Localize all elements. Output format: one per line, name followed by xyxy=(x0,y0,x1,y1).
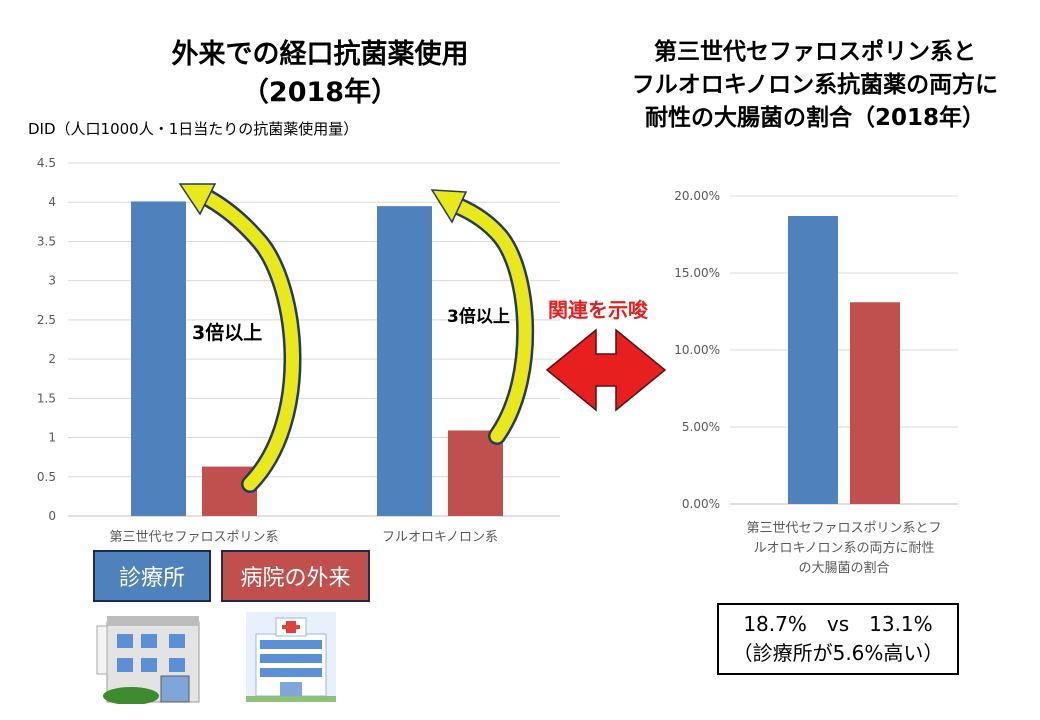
left-arrow-label: 3倍以上 xyxy=(192,322,263,344)
left-category-labels: 第三世代セファロスポリン系 フルオロキノロン系 xyxy=(109,530,498,545)
x-category-label: の大腸菌の割合 xyxy=(798,560,889,576)
x-category-label: フルオロキノロン系 xyxy=(382,530,498,545)
relation-label: 関連を示唆 xyxy=(548,298,648,322)
left-title-line2: （2018年） xyxy=(241,77,399,108)
y-tick-label: 2 xyxy=(48,352,56,366)
result-line2: （診療所が5.6%高い） xyxy=(732,641,944,665)
y-tick-label: 0.5 xyxy=(37,470,56,484)
y-tick-label: 10.00% xyxy=(674,343,720,357)
hospital-building-icon xyxy=(246,612,336,702)
y-tick-label: 15.00% xyxy=(674,266,720,280)
y-tick-label: 0 xyxy=(48,509,56,523)
x-category-label: 第三世代セファロスポリン系 xyxy=(109,530,278,545)
y-axis-unit-label: DID（人口1000人・1日当たりの抗菌薬使用量） xyxy=(28,120,359,138)
curved-arrow-icon xyxy=(178,183,302,493)
y-tick-label: 0.00% xyxy=(682,497,720,511)
bar-clinic xyxy=(131,201,186,516)
left-title-line1: 外来での経口抗菌薬使用 xyxy=(171,39,469,70)
left-bars xyxy=(131,201,503,516)
curved-arrow-icon xyxy=(430,189,535,445)
bar-clinic xyxy=(377,206,432,516)
y-tick-label: 3.5 xyxy=(37,234,56,248)
clinic-building-icon xyxy=(96,616,200,704)
y-tick-label: 1 xyxy=(48,431,56,445)
right-gridlines xyxy=(730,195,958,505)
legend-clinic: 診療所 xyxy=(93,550,211,602)
bar-hospital xyxy=(850,302,900,504)
result-line1: 18.7% vs 13.1% xyxy=(743,612,933,636)
right-title-line2: フルオロキノロン系抗菌薬の両方に xyxy=(631,72,999,98)
right-title-line3: 耐性の大腸菌の割合（2018年） xyxy=(644,105,985,131)
y-tick-label: 1.5 xyxy=(37,391,56,405)
right-y-tick-labels: 0.00% 5.00% 10.00% 15.00% 20.00% xyxy=(674,189,720,511)
double-arrow-icon xyxy=(545,328,667,412)
legend-hospital: 病院の外来 xyxy=(221,550,370,602)
result-box: 18.7% vs 13.1% （診療所が5.6%高い） xyxy=(717,603,959,675)
x-category-label: 第三世代セファロスポリン系とフ xyxy=(746,521,941,536)
bar-hospital xyxy=(448,430,503,516)
x-category-label: ルオロキノロン系の両方に耐性 xyxy=(753,540,934,556)
left-chart-title: 外来での経口抗菌薬使用 （2018年） xyxy=(40,36,600,112)
legend-hospital-label: 病院の外来 xyxy=(240,566,351,591)
right-chart-title: 第三世代セファロスポリン系と フルオロキノロン系抗菌薬の両方に 耐性の大腸菌の割… xyxy=(590,36,1040,135)
right-bars xyxy=(788,216,900,504)
right-title-line1: 第三世代セファロスポリン系と xyxy=(654,39,976,65)
left-y-tick-labels: 0 0.5 1 1.5 2 2.5 3 3.5 4 4.5 xyxy=(37,156,56,523)
bar-clinic xyxy=(788,216,838,504)
y-tick-label: 2.5 xyxy=(37,313,56,327)
y-tick-label: 3 xyxy=(48,274,56,288)
y-tick-label: 4.5 xyxy=(37,156,56,170)
y-tick-label: 20.00% xyxy=(674,189,720,203)
y-tick-label: 5.00% xyxy=(682,420,720,434)
right-arrow-label: 3倍以上 xyxy=(447,307,510,327)
y-tick-label: 4 xyxy=(48,195,56,209)
legend-clinic-label: 診療所 xyxy=(118,566,185,591)
